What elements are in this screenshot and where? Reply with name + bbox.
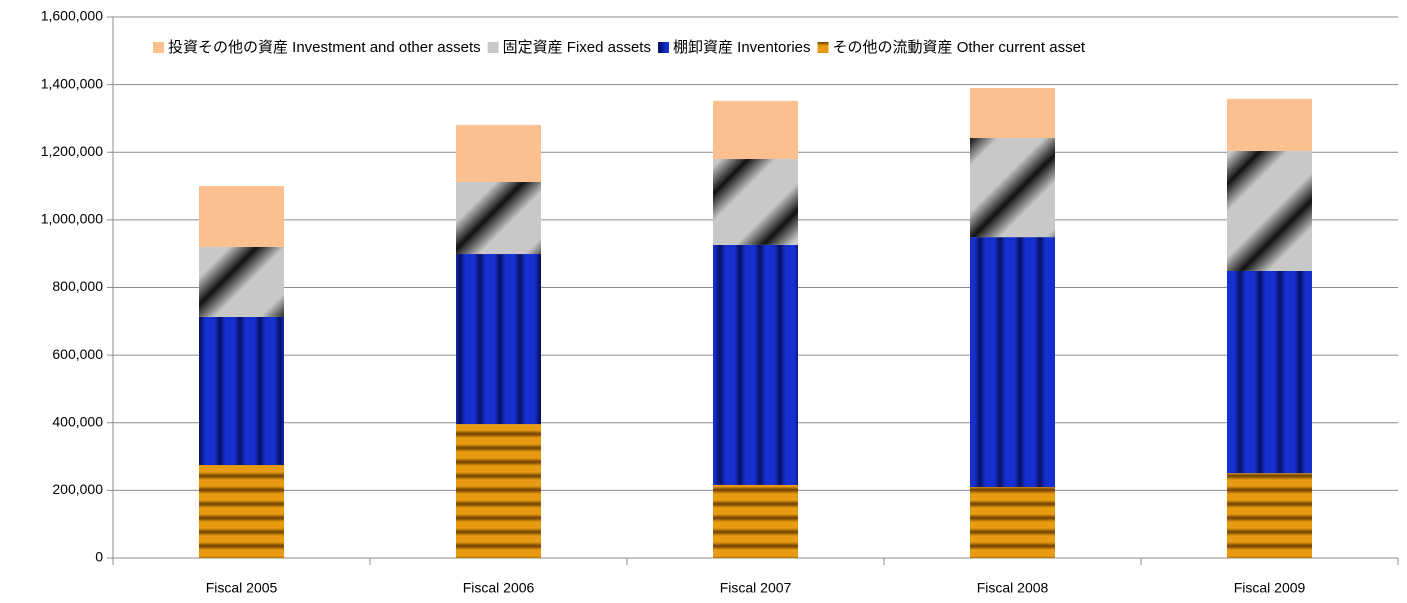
y-tick-label: 1,200,000 [41, 143, 103, 159]
bar-segment [713, 244, 798, 485]
bar-segment [970, 486, 1055, 558]
bar-segment [713, 100, 798, 160]
bar-segment [199, 465, 284, 558]
legend-swatch [153, 42, 164, 53]
y-tick-label: 200,000 [52, 481, 103, 497]
bar-segment [970, 237, 1055, 487]
bar-segment [1227, 98, 1312, 151]
y-tick-label: 600,000 [52, 346, 103, 362]
y-tick-label: 1,000,000 [41, 211, 103, 227]
x-tick-label: Fiscal 2008 [977, 580, 1049, 596]
legend: 投資その他の資産 Investment and other assets 固定資産… [153, 39, 1086, 56]
x-tick-label: Fiscal 2005 [206, 580, 278, 596]
y-tick-label: 800,000 [52, 278, 103, 294]
y-tick-label: 1,600,000 [41, 8, 103, 24]
y-tick-label: 0 [95, 549, 103, 565]
bar-segment [456, 254, 541, 425]
bar-segment [970, 88, 1055, 139]
bar-segment [199, 186, 284, 247]
legend-swatch [817, 42, 829, 53]
bar-segment [199, 316, 284, 466]
bar-segment [456, 124, 541, 183]
bar-segment [1227, 473, 1312, 558]
legend-label: その他の流動資産 Other current asset [833, 39, 1086, 56]
legend-label: 棚卸資産 Inventories [673, 39, 811, 56]
x-tick-label: Fiscal 2009 [1234, 580, 1306, 596]
bar-segment [713, 484, 798, 558]
x-tick-label: Fiscal 2006 [463, 580, 535, 596]
bar-segment [456, 182, 541, 255]
y-tick-label: 400,000 [52, 413, 103, 429]
x-tick-label: Fiscal 2007 [720, 580, 792, 596]
bar-segment [970, 138, 1055, 238]
bar-segment [456, 424, 541, 558]
bar-segment [199, 246, 284, 317]
legend-swatch [657, 42, 669, 53]
legend-label: 投資その他の資産 Investment and other assets [168, 39, 481, 56]
bar-segment [1227, 150, 1312, 271]
legend-label: 固定資産 Fixed assets [503, 39, 651, 56]
bar-segment [1227, 270, 1312, 474]
bar-segment [713, 159, 798, 245]
y-tick-label: 1,400,000 [41, 75, 103, 91]
legend-swatch [487, 42, 499, 53]
